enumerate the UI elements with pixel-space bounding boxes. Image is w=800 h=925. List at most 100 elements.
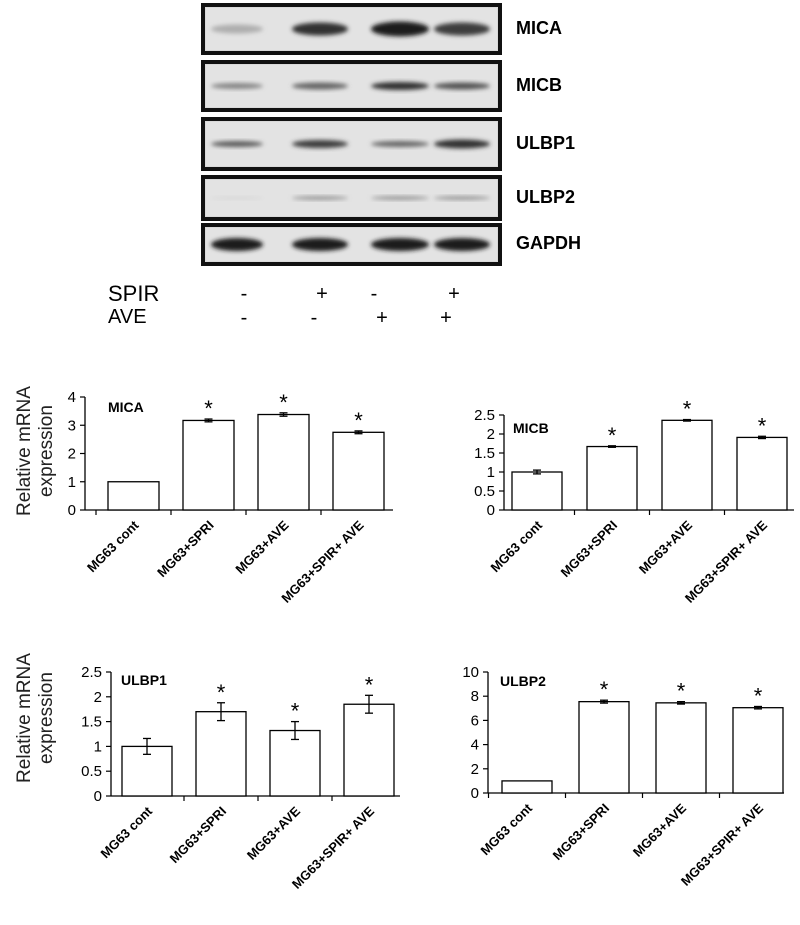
blot-band — [292, 238, 348, 251]
blot-band — [211, 141, 263, 147]
significance-marker: * — [758, 413, 767, 438]
treatment-label-spir: SPIR — [108, 281, 160, 306]
chart-title: ULBP2 — [500, 673, 546, 689]
blot-row-ulbp1 — [201, 117, 502, 171]
y-tick-label: 0.5 — [81, 763, 102, 780]
y-tick-label: 4 — [68, 389, 76, 406]
blot-band — [434, 196, 490, 200]
y-axis-label: expression — [36, 405, 57, 497]
band-label-ulbp2: ULBP2 — [516, 187, 576, 207]
y-tick-label: 1 — [68, 474, 76, 491]
bar-micb-2 — [661, 419, 713, 511]
category-label: MG63 cont — [84, 517, 142, 575]
category-label: MG63+AVE — [232, 517, 291, 576]
category-label: MG63+AVE — [630, 800, 689, 859]
significance-marker: * — [608, 423, 617, 448]
blot-band — [434, 238, 490, 251]
bar-micb-3 — [736, 436, 788, 511]
y-tick-label: 0 — [487, 502, 495, 519]
bar-ulbp2-3 — [732, 707, 784, 794]
blot-band — [371, 82, 429, 90]
significance-marker: * — [677, 679, 686, 704]
category-label: MG63+SPRI — [167, 804, 229, 866]
blot-band — [292, 196, 348, 200]
blot-row-gapdh — [201, 223, 502, 266]
y-tick-label: 1.5 — [81, 714, 102, 731]
bar-micb-0 — [511, 471, 563, 511]
y-tick-label: 2 — [68, 446, 76, 463]
treatment-sign: + — [448, 283, 460, 305]
blot-row-mica — [201, 3, 502, 55]
category-label: MG63+SPRI — [154, 518, 216, 580]
blot-band — [371, 21, 429, 37]
treatment-sign: - — [240, 283, 248, 305]
chart-micb: 0 0.5 1 1.5 2 2.5 MG63 cont * MG63+SPRI * MG63+AVE… — [474, 397, 794, 606]
chart-title: MICB — [513, 420, 549, 436]
band-label-gapdh: GAPDH — [516, 233, 582, 253]
y-tick-label: 0 — [94, 788, 102, 805]
bar-ulbp2-1 — [578, 700, 630, 794]
blot-band — [211, 196, 263, 200]
category-label: MG63+SPRI — [550, 801, 612, 863]
category-label: MG63+SPIR+ AVE — [682, 517, 770, 605]
band-label-micb: MICB — [516, 75, 562, 95]
y-tick-label: 0 — [471, 785, 479, 802]
chart-ulbp2: 0 2 4 6 8 10 MG63 cont * MG63+SPRI * MG63+AVE * MG63… — [462, 664, 784, 889]
treatment-sign: - — [370, 283, 378, 305]
y-axis-label: expression — [36, 672, 57, 764]
blot-band — [434, 139, 490, 149]
y-tick-label: 2.5 — [474, 407, 495, 424]
y-tick-label: 2 — [94, 689, 102, 706]
bar-ulbp2-2 — [655, 702, 707, 794]
y-axis-label: Relative mRNA — [14, 386, 35, 516]
blot-band — [434, 82, 490, 90]
y-axis-label: Relative mRNA — [14, 653, 35, 783]
treatment-sign: + — [316, 283, 328, 305]
treatment-label-ave: AVE — [108, 306, 147, 328]
category-label: MG63+SPIR+ AVE — [678, 800, 766, 888]
blot-band — [434, 22, 490, 36]
bar-mica-1 — [182, 419, 235, 511]
y-tick-label: 1 — [487, 464, 495, 481]
category-label: MG63+SPIR+ AVE — [278, 517, 366, 605]
category-label: MG63+SPRI — [558, 518, 620, 580]
chart-title: MICA — [108, 399, 144, 415]
category-label: MG63+AVE — [244, 803, 303, 862]
bar-mica-0 — [107, 481, 160, 511]
bar-ulbp1-1 — [195, 711, 247, 797]
y-tick-label: 10 — [462, 664, 479, 681]
treatment-sign: + — [440, 307, 452, 329]
blot-band — [211, 83, 263, 89]
y-tick-label: 3 — [68, 417, 76, 434]
y-tick-label: 8 — [471, 688, 479, 705]
significance-marker: * — [365, 672, 374, 697]
blot-band — [371, 141, 429, 147]
band-label-ulbp1: ULBP1 — [516, 133, 576, 153]
significance-marker: * — [754, 683, 763, 708]
gel-blot-image — [201, 3, 502, 266]
significance-marker: * — [354, 408, 363, 433]
y-tick-label: 2.5 — [81, 664, 102, 681]
bar-mica-3 — [332, 431, 385, 511]
y-tick-label: 0.5 — [474, 483, 495, 500]
treatment-sign: - — [310, 307, 318, 329]
category-label: MG63 cont — [488, 517, 546, 575]
bar-micb-1 — [586, 445, 638, 511]
blot-row-micb — [201, 60, 502, 112]
y-tick-label: 0 — [68, 502, 76, 519]
category-label: MG63 cont — [478, 800, 536, 858]
category-label: MG63+SPIR+ AVE — [289, 803, 377, 891]
chart-mica: 0 1 2 3 4 MG63 cont * MG63+SPRI * MG63+AVE * MG63+S… — [14, 386, 393, 606]
significance-marker: * — [217, 680, 226, 705]
treatment-sign: - — [240, 307, 248, 329]
y-tick-label: 2 — [487, 426, 495, 443]
y-tick-label: 2 — [471, 761, 479, 778]
blot-band — [371, 238, 429, 251]
treatment-sign: + — [376, 307, 388, 329]
significance-marker: * — [683, 397, 692, 422]
bar-ulbp1-2 — [269, 729, 321, 797]
chart-title: ULBP1 — [121, 672, 167, 688]
band-label-mica: MICA — [516, 18, 562, 38]
chart-ulbp1: 0 0.5 1 1.5 2 2.5 MG63 cont * MG63+SPRI * MG63+AVE… — [14, 653, 400, 892]
y-tick-label: 4 — [471, 737, 479, 754]
